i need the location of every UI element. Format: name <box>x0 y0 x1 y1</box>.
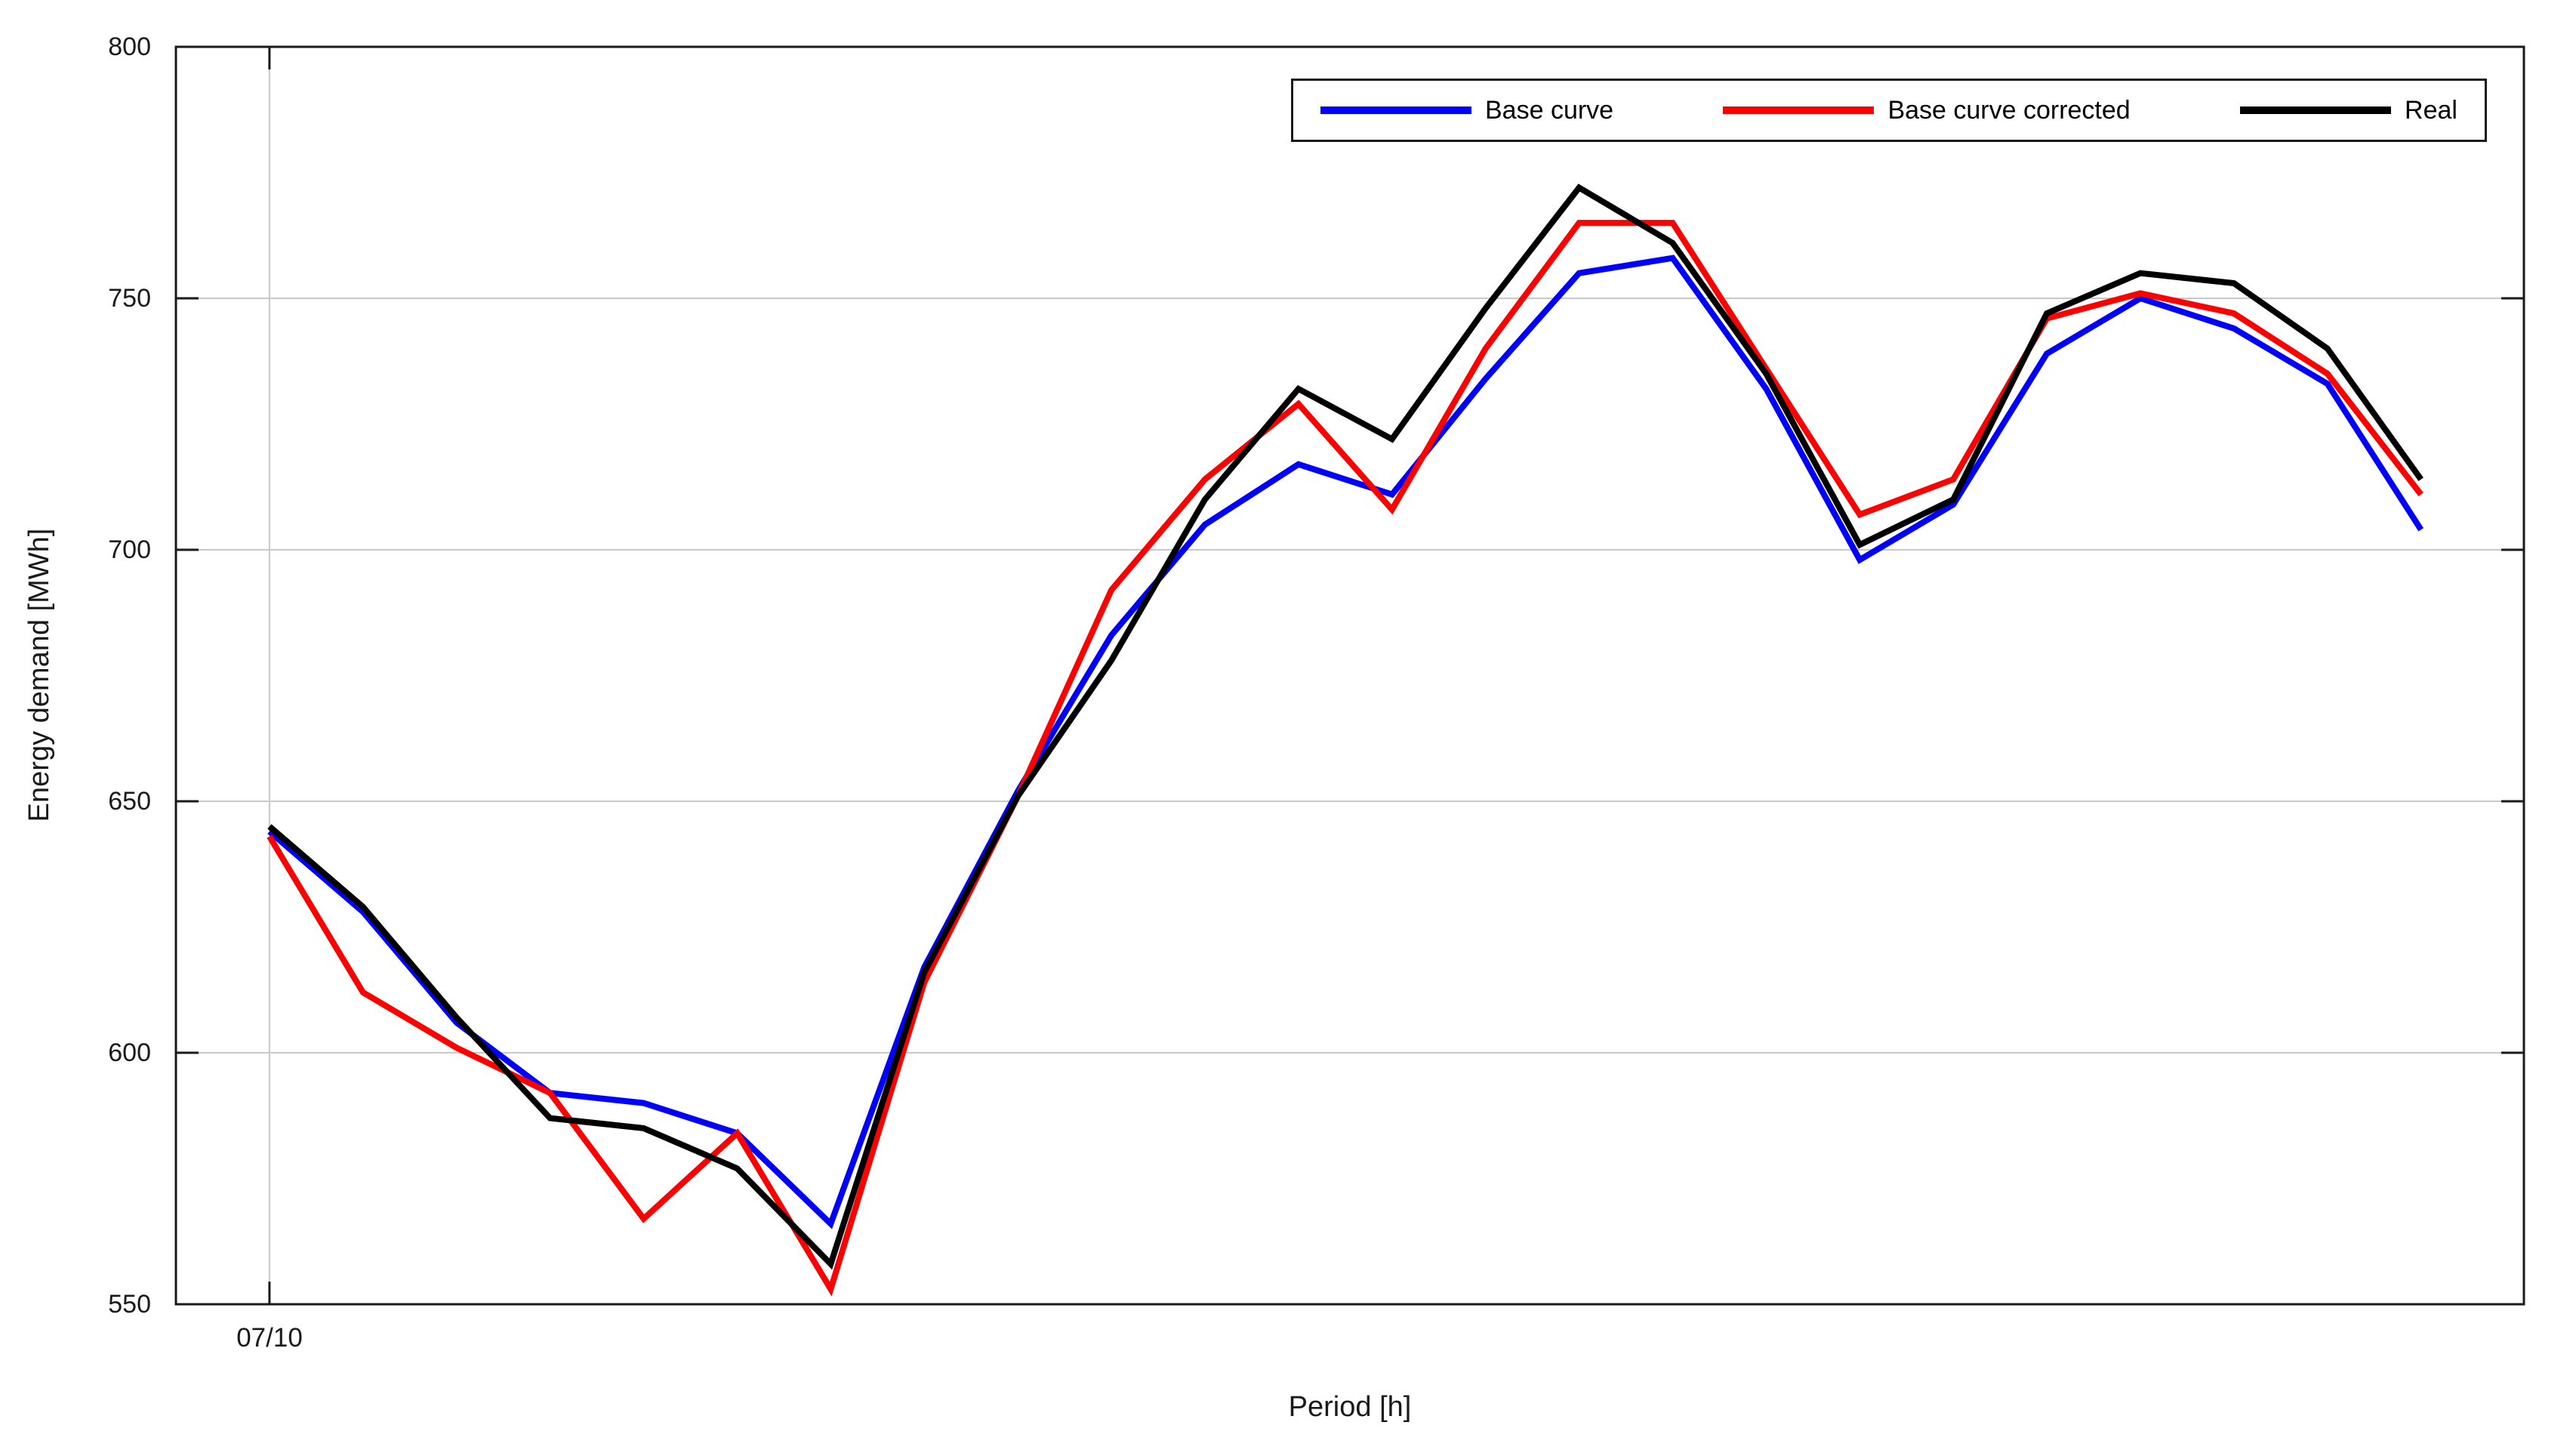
series-line-base-curve <box>267 255 2424 1229</box>
plot-box <box>174 45 2525 1306</box>
y-tick-label: 650 <box>108 787 151 816</box>
legend-item-base-curve-corrected: Base curve corrected <box>1723 95 2131 125</box>
legend-swatch-real <box>2240 106 2392 114</box>
y-axis-label: Energy demand [MWh] <box>23 528 55 822</box>
y-tick-label: 600 <box>108 1038 151 1067</box>
y-tick-label: 550 <box>108 1290 151 1319</box>
legend-swatch-base-curve-corrected <box>1723 106 1875 114</box>
legend-item-real: Real <box>2240 96 2457 125</box>
legend-label-real: Real <box>2405 95 2457 125</box>
x-axis-label: Period [h] <box>1288 1391 1412 1423</box>
legend: Base curve Base curve corrected Real <box>1291 79 2487 142</box>
series-line-real <box>267 184 2423 1270</box>
x-tick-label: 07/10 <box>236 1323 303 1353</box>
legend-label-base-curve: Base curve <box>1485 95 1614 125</box>
y-tick-label: 750 <box>108 284 151 313</box>
y-tick-label: 700 <box>108 535 151 564</box>
y-tick-label: 800 <box>108 32 151 61</box>
legend-label-base-curve-corrected: Base curve corrected <box>1887 95 2131 125</box>
legend-swatch-base-curve <box>1320 106 1471 114</box>
series-line-base-curve-corrected <box>267 220 2423 1297</box>
legend-item-base-curve: Base curve <box>1320 96 1613 125</box>
